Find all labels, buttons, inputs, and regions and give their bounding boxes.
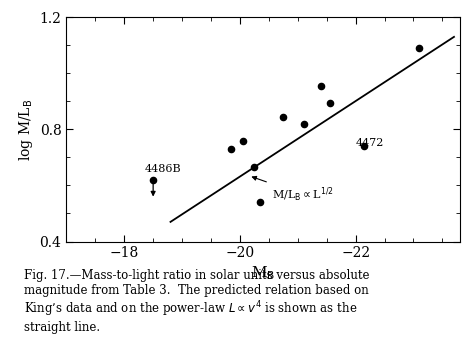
Point bbox=[416, 45, 423, 51]
Point bbox=[239, 138, 246, 144]
Point bbox=[361, 144, 368, 149]
Point bbox=[251, 165, 258, 170]
Point bbox=[228, 146, 235, 152]
Point bbox=[317, 83, 325, 89]
Point bbox=[280, 114, 287, 119]
Point bbox=[300, 121, 307, 127]
Text: 4486B: 4486B bbox=[145, 164, 181, 174]
Text: M/L$_{\rm B}$$\propto$L$^{1/2}$: M/L$_{\rm B}$$\propto$L$^{1/2}$ bbox=[252, 176, 333, 204]
Y-axis label: log M/L$_{\rm B}$: log M/L$_{\rm B}$ bbox=[18, 98, 36, 160]
Text: Fig. 17.—Mass-to-light ratio in solar units versus absolute
magnitude from Table: Fig. 17.—Mass-to-light ratio in solar un… bbox=[24, 269, 369, 335]
Point bbox=[256, 199, 264, 205]
Point bbox=[326, 100, 333, 106]
X-axis label: M$_{\rm B}$: M$_{\rm B}$ bbox=[251, 265, 275, 282]
Point bbox=[149, 177, 157, 183]
Text: 4472: 4472 bbox=[356, 138, 384, 148]
